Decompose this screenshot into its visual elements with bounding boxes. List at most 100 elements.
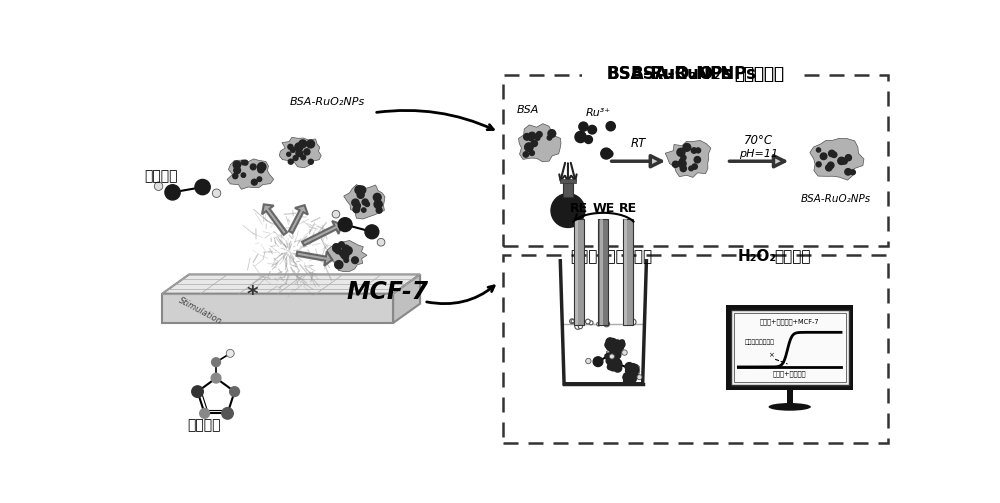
Circle shape — [579, 122, 588, 131]
Circle shape — [585, 319, 590, 324]
Circle shape — [614, 344, 621, 350]
Circle shape — [631, 371, 637, 377]
Circle shape — [826, 164, 832, 171]
Circle shape — [614, 348, 621, 356]
Circle shape — [692, 164, 697, 170]
Circle shape — [683, 143, 691, 151]
Circle shape — [627, 379, 631, 383]
Circle shape — [614, 351, 620, 358]
Circle shape — [609, 342, 616, 350]
Circle shape — [335, 247, 341, 254]
Circle shape — [609, 339, 617, 346]
Circle shape — [611, 359, 616, 364]
Circle shape — [241, 160, 246, 165]
Polygon shape — [665, 140, 711, 178]
Polygon shape — [289, 205, 308, 233]
Circle shape — [258, 166, 264, 173]
Circle shape — [373, 193, 381, 201]
Circle shape — [614, 351, 620, 357]
Circle shape — [627, 371, 631, 375]
Text: 的示意图: 的示意图 — [774, 249, 811, 264]
Polygon shape — [519, 124, 561, 162]
Circle shape — [677, 148, 685, 156]
Text: 抜坏血酸: 抜坏血酸 — [188, 418, 221, 432]
Circle shape — [627, 364, 632, 369]
Circle shape — [365, 202, 369, 207]
Circle shape — [632, 373, 638, 379]
Text: 抜坏血酸刺激细胞: 抜坏血酸刺激细胞 — [745, 339, 775, 345]
Circle shape — [233, 174, 238, 179]
Polygon shape — [609, 339, 624, 352]
Circle shape — [354, 203, 360, 209]
Text: BSA: BSA — [517, 105, 539, 115]
Circle shape — [612, 346, 616, 351]
Circle shape — [257, 177, 262, 182]
Circle shape — [614, 361, 621, 367]
Circle shape — [342, 253, 349, 260]
Bar — [600, 219, 603, 325]
Circle shape — [607, 364, 613, 370]
Circle shape — [340, 250, 349, 259]
Circle shape — [831, 152, 837, 157]
Circle shape — [689, 166, 693, 171]
Circle shape — [352, 199, 359, 206]
Circle shape — [615, 357, 619, 361]
Circle shape — [612, 363, 618, 370]
Circle shape — [617, 342, 621, 347]
Circle shape — [588, 125, 596, 134]
Circle shape — [295, 143, 303, 151]
Circle shape — [612, 359, 620, 366]
Bar — [575, 219, 578, 325]
Circle shape — [618, 341, 623, 347]
Circle shape — [820, 153, 827, 159]
Text: Stimulation: Stimulation — [177, 295, 224, 326]
Text: 缓冲液+抜坏血酸: 缓冲液+抜坏血酸 — [773, 370, 806, 377]
Circle shape — [696, 148, 701, 153]
Bar — [598, 219, 608, 325]
Circle shape — [547, 135, 552, 140]
Circle shape — [611, 343, 616, 348]
Circle shape — [625, 363, 633, 371]
Circle shape — [243, 160, 248, 165]
Circle shape — [589, 321, 593, 325]
Circle shape — [626, 365, 632, 371]
Text: WE: WE — [592, 202, 614, 215]
Bar — [623, 219, 633, 325]
Circle shape — [195, 180, 210, 195]
Circle shape — [192, 386, 203, 397]
Bar — [787, 390, 793, 404]
Circle shape — [339, 251, 344, 256]
Circle shape — [571, 319, 574, 323]
Circle shape — [377, 238, 385, 246]
Circle shape — [570, 319, 574, 323]
Bar — [574, 219, 584, 325]
Circle shape — [609, 345, 615, 352]
Circle shape — [691, 148, 697, 153]
Circle shape — [332, 210, 340, 218]
Polygon shape — [393, 275, 420, 323]
Text: BSA-RuO₂NPs: BSA-RuO₂NPs — [801, 194, 871, 204]
Circle shape — [845, 169, 851, 175]
Circle shape — [627, 378, 634, 384]
Circle shape — [529, 150, 534, 155]
Circle shape — [629, 364, 633, 368]
Polygon shape — [622, 372, 638, 383]
Circle shape — [850, 170, 855, 175]
Circle shape — [529, 136, 533, 141]
Circle shape — [610, 364, 616, 371]
Polygon shape — [162, 294, 393, 323]
Text: pH=11: pH=11 — [739, 149, 778, 159]
Circle shape — [374, 200, 382, 208]
Circle shape — [525, 143, 533, 151]
Circle shape — [290, 147, 295, 152]
Circle shape — [222, 407, 233, 419]
Circle shape — [548, 130, 556, 137]
Circle shape — [293, 155, 298, 160]
Circle shape — [608, 345, 613, 350]
Circle shape — [625, 320, 629, 324]
Circle shape — [605, 353, 612, 360]
Bar — [734, 313, 846, 382]
Circle shape — [299, 140, 307, 147]
Circle shape — [620, 340, 624, 344]
Circle shape — [841, 158, 847, 164]
